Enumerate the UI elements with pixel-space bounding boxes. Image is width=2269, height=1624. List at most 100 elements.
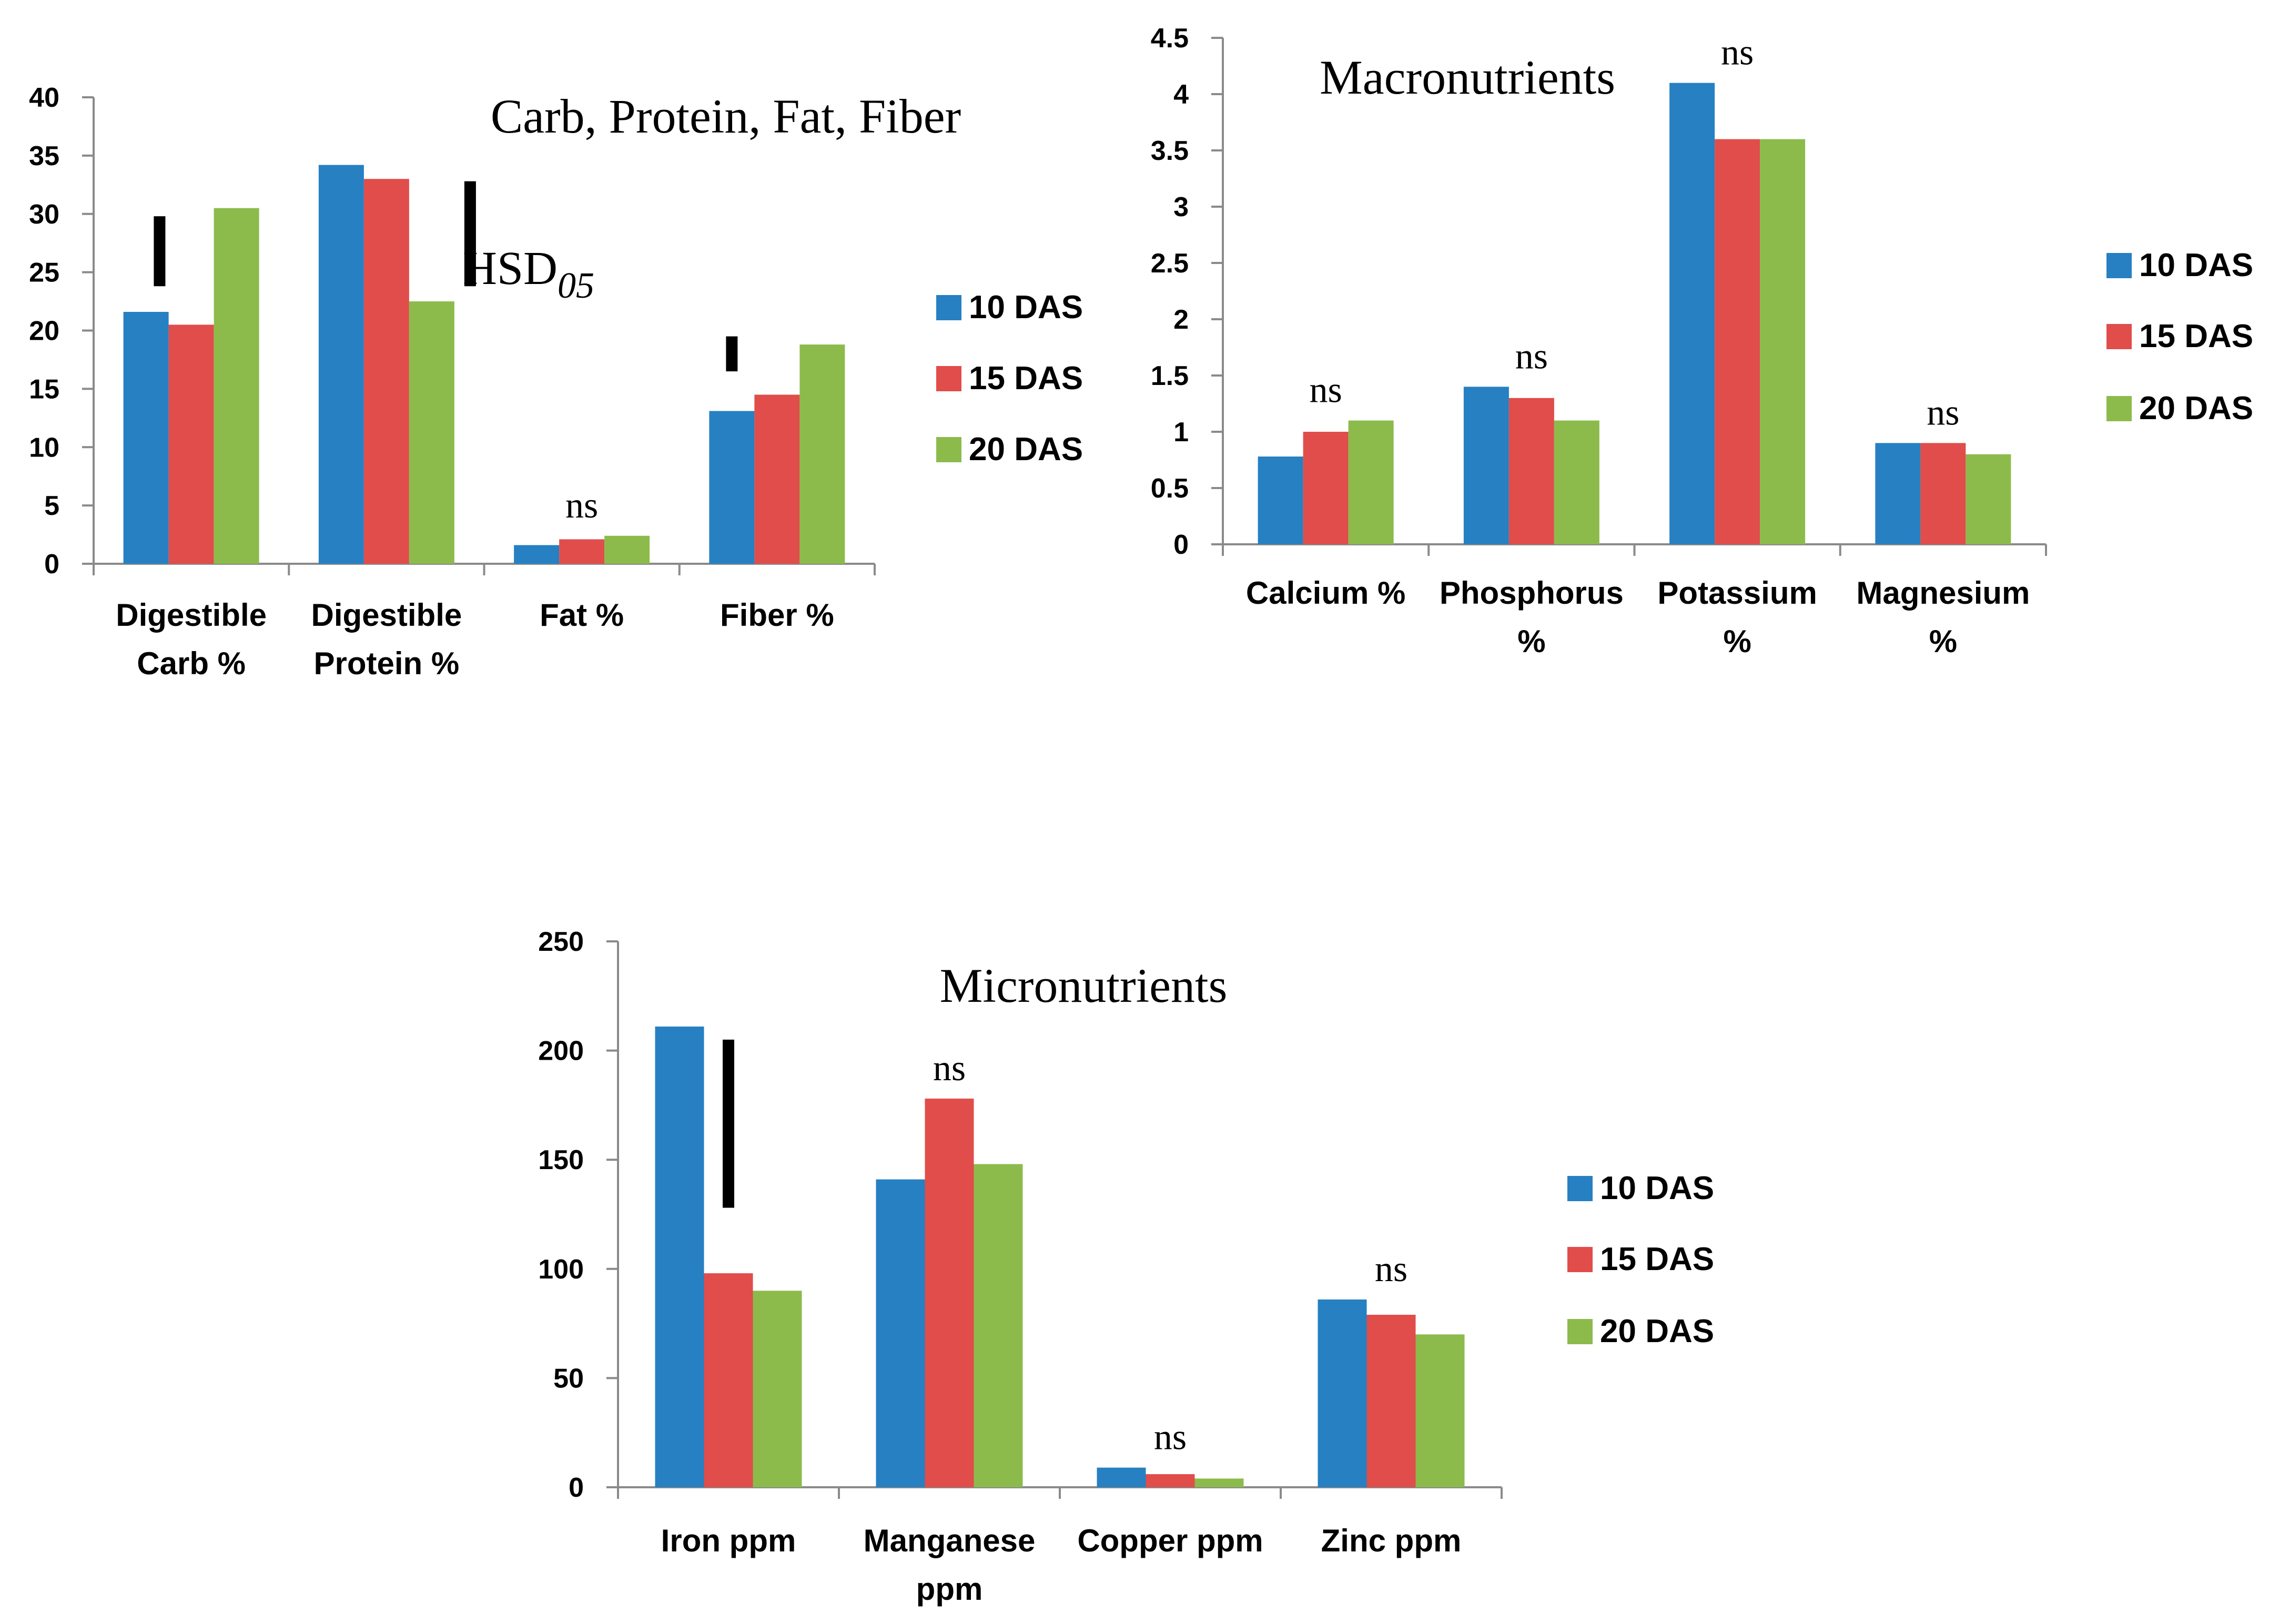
- bar-20-das: [1966, 454, 2011, 544]
- y-tick-label: 3.5: [1151, 136, 1189, 166]
- legend-swatch: [2106, 396, 2132, 421]
- bar-15-das: [1508, 398, 1554, 544]
- bar-15-das: [1366, 1314, 1416, 1487]
- legend-swatch: [2106, 253, 2132, 278]
- y-tick-label: 25: [29, 258, 59, 288]
- legend-label: 10 DAS: [969, 289, 1083, 326]
- legend-swatch: [1567, 1319, 1593, 1344]
- bar-20-das: [1554, 420, 1599, 544]
- y-tick-label: 4: [1173, 79, 1189, 110]
- legend-swatch: [936, 366, 961, 391]
- bar-15-das: [1715, 139, 1760, 545]
- bar-20-das: [1415, 1334, 1465, 1487]
- ns-annotation: ns: [1310, 370, 1342, 411]
- y-tick-label: 0: [44, 549, 59, 580]
- category-label-line: Fat %: [540, 597, 624, 633]
- hsd-bar: [723, 1039, 734, 1208]
- y-tick-label: 1: [1173, 417, 1189, 448]
- legend-label: 15 DAS: [2139, 318, 2253, 354]
- ns-annotation: ns: [1721, 33, 1754, 73]
- legend-label: 15 DAS: [1600, 1241, 1714, 1277]
- y-tick-label: 3: [1173, 192, 1189, 222]
- bar-10-das: [709, 411, 755, 564]
- legend-label: 10 DAS: [2139, 247, 2253, 283]
- y-tick-label: 150: [538, 1145, 584, 1175]
- hsd-bar: [726, 336, 738, 372]
- category-label: Magnesium%: [1856, 575, 2030, 659]
- y-tick-label: 5: [44, 491, 59, 521]
- bar-15-das: [1920, 443, 1966, 544]
- category-label-line: Protein %: [314, 646, 460, 681]
- ns-annotation: ns: [1515, 336, 1548, 377]
- category-label: Fiber %: [720, 597, 834, 633]
- bar-10-das: [1318, 1299, 1367, 1487]
- hsd-bar: [464, 181, 476, 287]
- y-tick-label: 35: [29, 141, 59, 171]
- legend-label: 20 DAS: [969, 431, 1083, 468]
- category-label-line: Manganese: [864, 1523, 1036, 1558]
- ns-annotation: ns: [1375, 1249, 1407, 1290]
- category-label: Zinc ppm: [1321, 1523, 1462, 1558]
- bar-10-das: [655, 1026, 704, 1487]
- category-label-line: %: [1723, 624, 1751, 659]
- bar-20-das: [409, 301, 454, 564]
- category-label-line: Zinc ppm: [1321, 1523, 1462, 1558]
- bar-10-das: [1258, 456, 1303, 544]
- bar-20-das: [799, 344, 845, 564]
- bar-10-das: [1875, 443, 1921, 544]
- legend-swatch: [1567, 1176, 1593, 1201]
- legend-label: 10 DAS: [1600, 1170, 1714, 1206]
- y-tick-label: 0: [1173, 530, 1189, 560]
- macronutrients-chart: 0 0.5 1 1.5 2 2.5 3 3.5 4 4.5 Calcium % Phosphorus%…: [1151, 23, 2253, 659]
- y-tick-label: 2: [1173, 304, 1189, 335]
- category-label: Phosphorus%: [1440, 575, 1624, 659]
- y-tick-label: 0: [569, 1473, 584, 1503]
- category-label-line: Iron ppm: [661, 1523, 796, 1558]
- bar-20-das: [753, 1291, 802, 1487]
- ns-annotation: ns: [565, 485, 598, 526]
- hsd-bar: [154, 216, 166, 287]
- chart-title: Carb, Protein, Fat, Fiber: [491, 89, 961, 143]
- chart-title: Micronutrients: [940, 959, 1228, 1012]
- category-label-line: Digestible: [116, 597, 267, 633]
- bar-15-das: [559, 539, 605, 564]
- bar-15-das: [704, 1273, 753, 1487]
- y-tick-label: 0.5: [1151, 473, 1189, 504]
- bar-10-das: [514, 545, 560, 564]
- ns-annotation: ns: [933, 1048, 966, 1089]
- category-label: Copper ppm: [1077, 1523, 1263, 1558]
- y-tick-label: 10: [29, 432, 59, 463]
- ns-annotation: ns: [1927, 392, 1959, 433]
- legend-label: 20 DAS: [1600, 1313, 1714, 1349]
- legend-swatch: [936, 437, 961, 462]
- bar-15-das: [925, 1098, 974, 1487]
- bar-10-das: [1097, 1467, 1146, 1487]
- y-tick-label: 1.5: [1151, 361, 1189, 391]
- bar-10-das: [1463, 387, 1509, 544]
- legend-label: 15 DAS: [969, 360, 1083, 397]
- category-label-line: Calcium %: [1246, 575, 1405, 611]
- category-label-line: %: [1517, 624, 1545, 659]
- bar-10-das: [123, 312, 169, 564]
- bar-10-das: [318, 165, 364, 564]
- category-label-line: ppm: [916, 1571, 983, 1607]
- y-tick-label: 50: [553, 1363, 584, 1394]
- category-label: Digestible Protein %: [311, 597, 462, 681]
- category-label-line: %: [1929, 624, 1957, 659]
- bar-20-das: [1194, 1478, 1244, 1487]
- bar-15-das: [1303, 432, 1349, 544]
- category-label-line: Phosphorus: [1440, 575, 1624, 611]
- chart-title: Macronutrients: [1320, 50, 1615, 104]
- y-tick-label: 100: [538, 1254, 584, 1285]
- legend-swatch: [936, 295, 961, 320]
- bar-15-das: [168, 324, 214, 564]
- category-label: Fat %: [540, 597, 624, 633]
- category-label-line: Magnesium: [1856, 575, 2030, 611]
- bar-20-das: [604, 535, 650, 564]
- bar-20-das: [974, 1164, 1023, 1487]
- y-tick-label: 40: [29, 83, 59, 113]
- bar-15-das: [363, 179, 409, 564]
- category-label: Potassium%: [1657, 575, 1817, 659]
